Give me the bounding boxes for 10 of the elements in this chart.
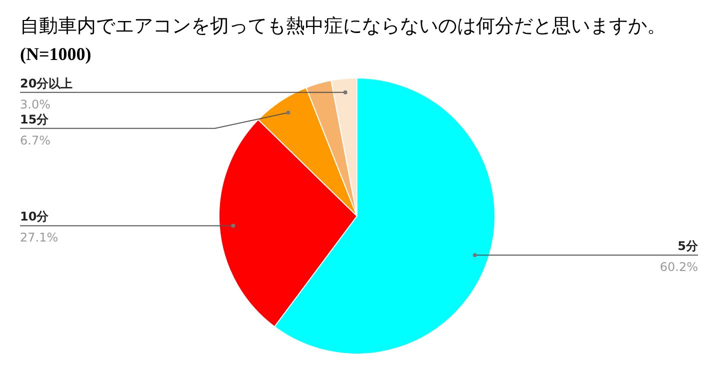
- slice-label: 5分: [678, 239, 699, 254]
- slice-label: 10分: [20, 210, 50, 224]
- data-label: 27.1%: [20, 230, 58, 245]
- slice-label: 15分: [20, 112, 50, 126]
- data-label: 6.7%: [20, 133, 50, 148]
- chart-title: 自動車内でエアコンを切っても熱中症にならないのは何分だと思いますか。: [20, 15, 666, 37]
- chart-subtitle: (N=1000): [20, 44, 92, 64]
- data-label: 60.2%: [660, 260, 698, 274]
- slice-label: 20分以上: [20, 76, 73, 90]
- data-label: 3.0%: [20, 97, 50, 112]
